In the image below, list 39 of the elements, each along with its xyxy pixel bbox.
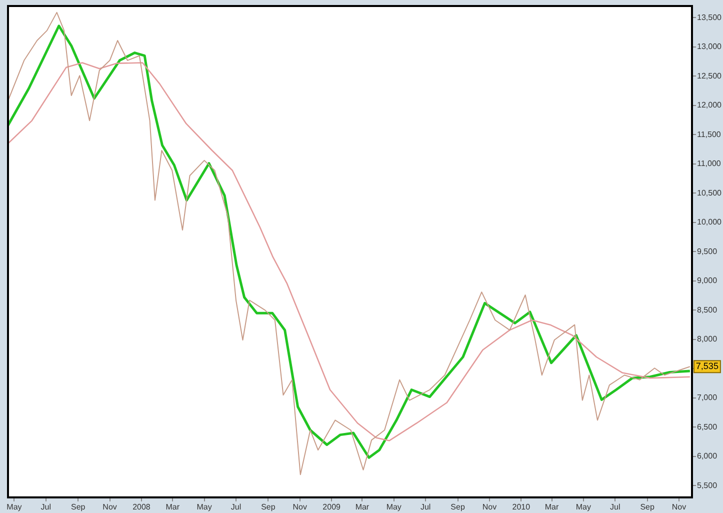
x-tick-label: Nov [482, 502, 497, 512]
y-tick-label: 11,000 [697, 159, 722, 168]
x-tick-label: 2009 [322, 502, 342, 512]
x-tick-label: Sep [640, 502, 656, 512]
y-tick-label: 6,000 [697, 452, 718, 461]
y-tick-label: 13,500 [697, 12, 722, 22]
x-tick-label: May [386, 502, 402, 512]
y-tick-label: 9,000 [697, 276, 718, 286]
y-tick-label: 8,000 [697, 334, 718, 344]
x-tick-label: Sep [70, 502, 86, 512]
x-tick-label: Jul [420, 502, 431, 512]
y-tick-label: 12,500 [697, 71, 722, 80]
y-tick-label: 6,500 [697, 422, 718, 432]
y-tick-label: 10,500 [697, 188, 722, 198]
y-tick-label: 9,500 [697, 246, 718, 256]
x-tick-label: May [6, 502, 22, 512]
x-tick-label: Mar [355, 502, 370, 512]
annotation: 7,535 [696, 361, 718, 372]
x-tick-label: Jul [40, 502, 52, 512]
y-tick-label: 12,000 [697, 100, 722, 110]
y-tick-label: 11,500 [697, 130, 722, 139]
x-tick-label: Mar [544, 502, 559, 512]
x-tick-label: May [196, 502, 212, 512]
x-tick-label: May [576, 502, 592, 512]
y-tick-label: 13,000 [697, 42, 722, 52]
x-tick-label: Nov [292, 502, 307, 512]
x-tick-label: Nov [102, 502, 117, 512]
x-tick-label: Nov [672, 502, 686, 512]
y-tick-label: 8,500 [697, 305, 718, 314]
y-tick-label: 7,000 [697, 393, 718, 402]
x-tick-label: Sep [450, 502, 466, 512]
y-tick-label: 10,000 [697, 218, 722, 227]
x-tick-label: Jul [230, 502, 242, 512]
x-tick-label: Sep [261, 502, 276, 512]
x-tick-label: 2008 [132, 502, 151, 512]
x-tick-label: Mar [166, 502, 180, 512]
x-tick-label: Jul [610, 502, 620, 512]
y-tick-label: 5,500 [697, 480, 718, 490]
x-tick-label: 2010 [512, 502, 531, 512]
